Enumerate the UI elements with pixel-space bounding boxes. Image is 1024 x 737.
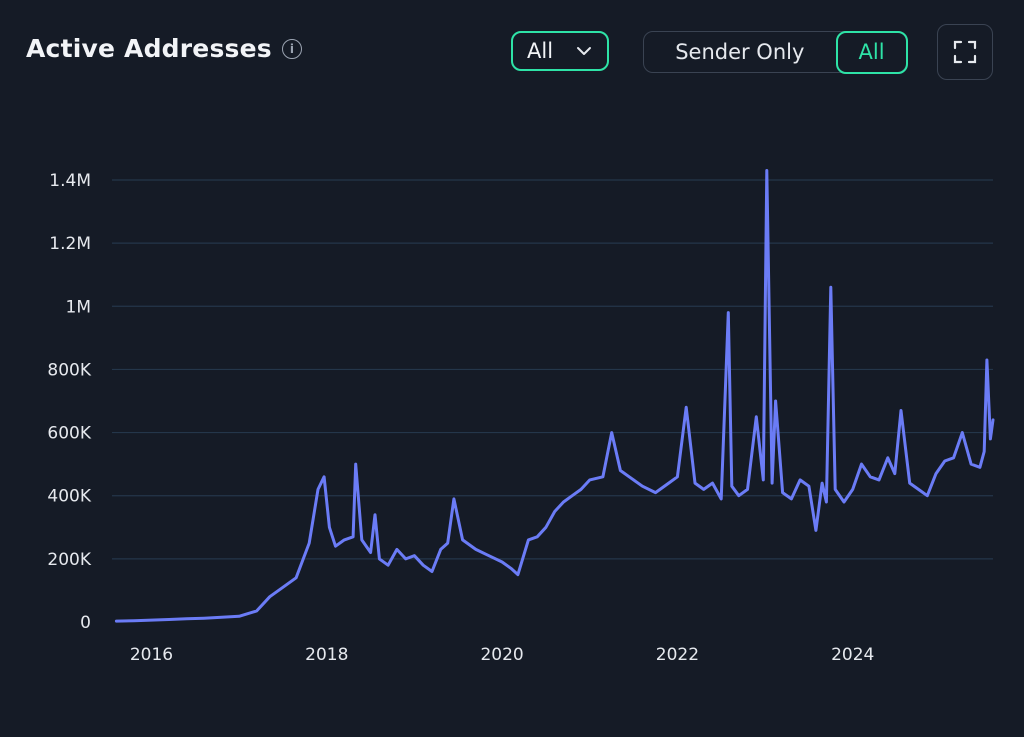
y-tick-label: 400K [47,487,91,507]
y-tick-label: 200K [47,550,91,570]
x-tick-label: 2022 [656,645,699,665]
segment-sender-only[interactable]: Sender Only [675,40,805,64]
y-tick-label: 0 [80,613,91,633]
asset-dropdown[interactable]: All [511,31,609,71]
page-title: Active Addresses [26,34,272,63]
fullscreen-button[interactable] [937,24,993,80]
y-axis: 0 200K 400K 600K 800K 1M 1.2M 1.4M [47,171,91,633]
sender-filter-toggle: Sender Only All [643,30,908,74]
y-tick-label: 1M [66,297,91,317]
dropdown-value: All [527,39,554,63]
y-tick-label: 1.2M [49,234,91,254]
series-layer [114,169,995,623]
info-icon[interactable]: i [281,38,302,59]
y-tick-label: 600K [47,424,91,444]
fullscreen-icon [953,40,977,64]
series-line-active-addresses [114,169,995,623]
x-tick-label: 2020 [480,645,523,665]
x-tick-label: 2024 [831,645,874,665]
chevron-down-icon [577,47,591,55]
segment-all[interactable]: All [835,30,908,74]
x-tick-label: 2018 [305,645,348,665]
x-tick-label: 2016 [130,645,173,665]
y-tick-label: 1.4M [49,171,91,191]
chart-header: Active Addresses i [26,34,302,63]
grid-lines [112,179,993,560]
x-axis: 2016 2018 2020 2022 2024 [130,645,875,665]
y-tick-label: 800K [47,360,91,380]
